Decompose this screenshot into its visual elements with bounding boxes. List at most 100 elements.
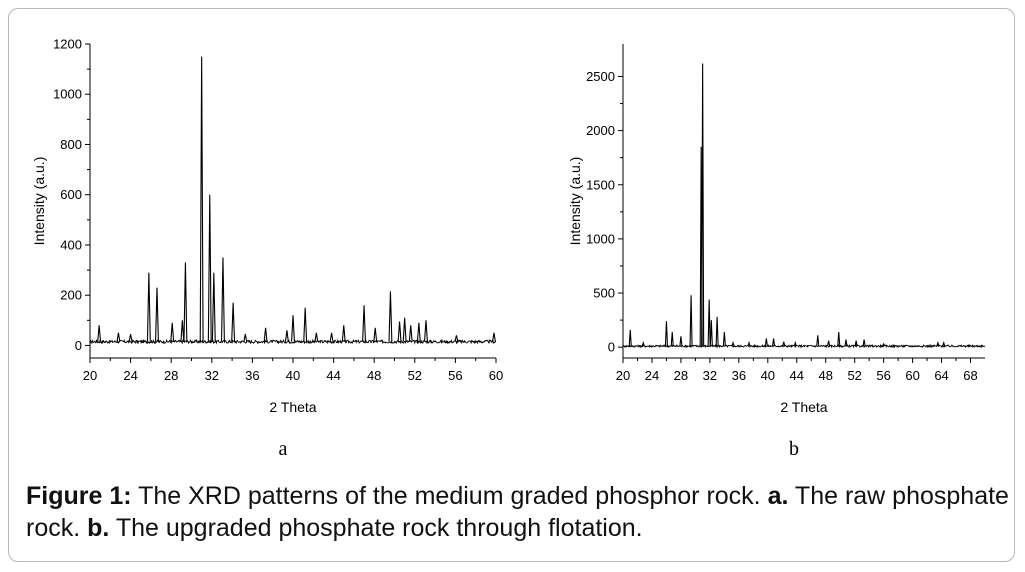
y-tick-label: 2500 (586, 69, 615, 84)
y-tick-label: 500 (593, 286, 615, 301)
x-tick-label: 44 (790, 368, 804, 383)
x-tick-label: 40 (286, 368, 300, 383)
peak (793, 340, 797, 347)
figure-caption: Figure 1: The XRD patterns of the medium… (26, 480, 1011, 544)
x-tick-label: 40 (761, 368, 775, 383)
x-tick-label: 64 (934, 368, 948, 383)
panel-label: b (789, 438, 799, 460)
caption-text-2: The raw phosphate rock. (26, 482, 1009, 542)
baseline-trace (622, 343, 986, 349)
caption-b-label: b. (87, 514, 110, 542)
chart-a-marks: 20 24 28 32 36 40 44 48 52 56 60020040060080010001… (31, 37, 503, 461)
peak (388, 291, 393, 342)
peak (670, 331, 674, 347)
peak (689, 295, 693, 347)
peak (97, 325, 102, 342)
x-tick-label: 44 (326, 368, 340, 383)
peak (942, 340, 946, 347)
peak (397, 321, 402, 342)
peak (816, 335, 820, 347)
peak (492, 332, 496, 342)
peak (827, 340, 831, 347)
peak (128, 334, 133, 342)
peak (199, 56, 204, 342)
peak (183, 262, 188, 342)
x-tick-label: 20 (83, 368, 97, 383)
y-tick-label: 0 (608, 340, 615, 355)
peak (454, 335, 459, 342)
y-axis-title: Intensity (a.u.) (31, 157, 47, 246)
y-tick-label: 1000 (53, 87, 82, 102)
caption-label: Figure 1: (26, 482, 132, 510)
x-tick-label: 56 (876, 368, 890, 383)
x-tick-label: 24 (123, 368, 137, 383)
peak (402, 317, 407, 342)
peak (373, 327, 378, 342)
y-tick-label: 400 (60, 237, 82, 252)
peak (362, 305, 367, 342)
peak (291, 315, 295, 342)
x-tick-label: 36 (732, 368, 746, 383)
x-tick-label: 60 (905, 368, 919, 383)
peak (709, 320, 713, 347)
peak (408, 325, 413, 342)
y-tick-label: 1200 (53, 37, 82, 52)
x-tick-label: 28 (674, 368, 688, 383)
peak (664, 321, 668, 347)
caption-text-1: The XRD patterns of the medium graded ph… (131, 482, 768, 510)
x-tick-label: 36 (245, 368, 259, 383)
xrd-chart-a: 20 24 28 32 36 40 44 48 52 56 60020040060080010001… (31, 37, 503, 461)
peak (243, 334, 248, 342)
x-tick-label: 32 (703, 368, 717, 383)
figure-frame (8, 8, 1015, 562)
peak (220, 257, 225, 342)
peak (416, 322, 421, 342)
x-axis-title: 2 Theta (780, 399, 827, 415)
peak (423, 320, 428, 342)
peak (844, 339, 848, 347)
peak (146, 272, 151, 342)
peak (772, 338, 776, 347)
peak (731, 340, 735, 347)
peak (170, 322, 175, 342)
y-tick-label: 600 (60, 187, 82, 202)
peak (782, 341, 786, 347)
peak (747, 340, 751, 347)
peak (837, 331, 841, 347)
peak (862, 339, 866, 347)
peak (207, 194, 212, 342)
chart-b-marks: 20 24 28 32 36 40 44 48 52 56 60 64 68 0 500 1000 1500 20… (567, 44, 986, 460)
peak (116, 332, 121, 342)
y-tick-label: 800 (60, 137, 82, 152)
caption-text-3: The upgraded phosphate rock through flot… (109, 514, 643, 542)
peak (882, 342, 886, 347)
peak (854, 340, 858, 347)
peak (722, 331, 726, 347)
peak (679, 336, 683, 347)
x-tick-label: 56 (448, 368, 462, 383)
y-tick-label: 0 (75, 338, 82, 353)
y-tick-label: 2000 (586, 123, 615, 138)
peak (314, 332, 319, 342)
baseline-trace (89, 338, 497, 345)
y-tick-label: 1500 (586, 177, 615, 192)
y-tick-label: 1000 (586, 231, 615, 246)
peak (764, 338, 768, 347)
x-tick-label: 52 (847, 368, 861, 383)
x-tick-label: 68 (963, 368, 977, 383)
x-tick-label: 32 (205, 368, 219, 383)
peak (701, 63, 705, 347)
panel-label: a (279, 438, 288, 460)
x-axis-title: 2 Theta (269, 399, 316, 415)
peak (341, 325, 346, 342)
peak (329, 332, 334, 342)
x-tick-label: 48 (818, 368, 832, 383)
peak (936, 340, 940, 347)
peak (155, 287, 159, 342)
peak (231, 302, 236, 342)
peak (641, 340, 645, 347)
xrd-chart-b: 20 24 28 32 36 40 44 48 52 56 60 64 68 0 500 1000 1500 20… (567, 44, 986, 460)
peak (715, 316, 719, 347)
x-tick-label: 24 (645, 368, 659, 383)
x-tick-label: 28 (164, 368, 178, 383)
